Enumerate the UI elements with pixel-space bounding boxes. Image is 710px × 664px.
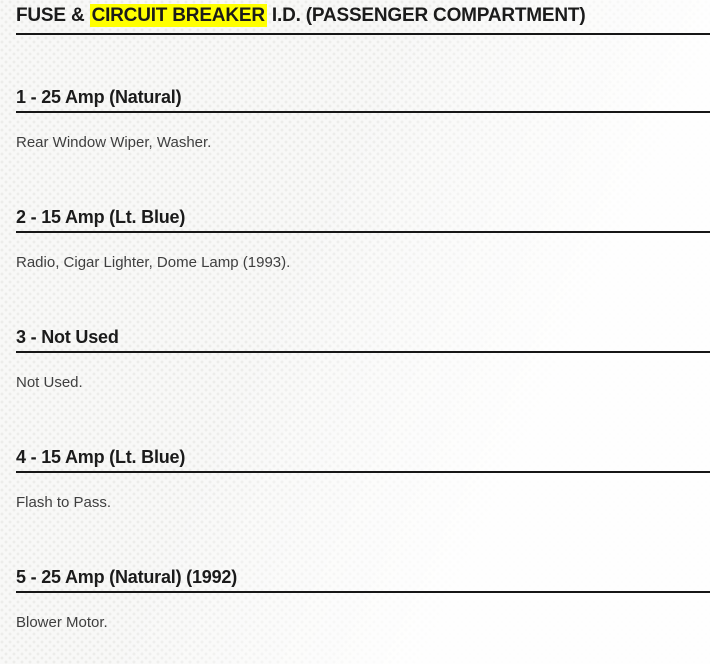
title-text-prefix: FUSE & [16,5,90,26]
fuse-section-4: 4 - 15 Amp (Lt. Blue) Flash to Pass. [16,446,710,512]
section-description: Radio, Cigar Lighter, Dome Lamp (1993). [16,254,291,271]
section-heading: 5 - 25 Amp (Natural) (1992) [16,566,710,593]
fuse-section-5: 5 - 25 Amp (Natural) (1992) Blower Motor… [16,566,710,632]
title-text-suffix: I.D. (PASSENGER COMPARTMENT) [266,5,586,26]
section-heading: 4 - 15 Amp (Lt. Blue) [16,446,710,473]
page-title: FUSE & CIRCUIT BREAKER I.D. (PASSENGER C… [16,0,710,35]
highlighted-search-term: CIRCUIT BREAKER [89,4,267,27]
section-heading: 1 - 25 Amp (Natural) [16,86,710,113]
section-description: Not Used. [16,374,83,391]
section-description: Flash to Pass. [16,494,112,511]
fuse-section-3: 3 - Not Used Not Used. [16,326,710,392]
fuse-section-2: 2 - 15 Amp (Lt. Blue) Radio, Cigar Light… [16,206,710,272]
section-description: Rear Window Wiper, Washer. [16,134,212,151]
section-description: Blower Motor. [16,614,108,631]
fuse-section-1: 1 - 25 Amp (Natural) Rear Window Wiper, … [16,86,710,152]
section-heading: 3 - Not Used [16,326,710,353]
section-heading: 2 - 15 Amp (Lt. Blue) [16,206,710,233]
